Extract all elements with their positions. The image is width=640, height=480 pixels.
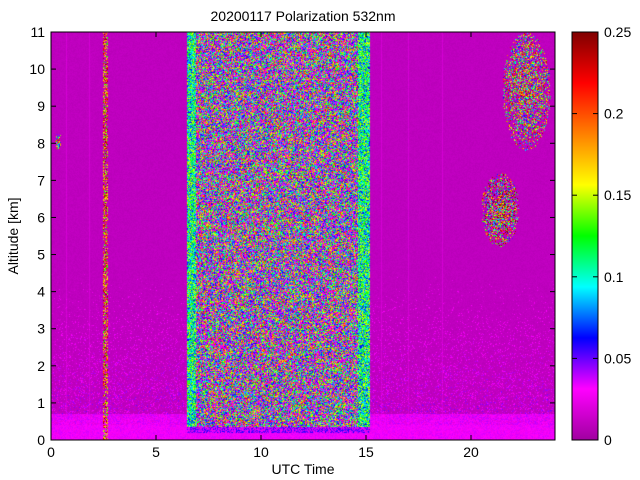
y-tick-label: 2	[37, 358, 45, 374]
y-tick-label: 0	[37, 432, 45, 448]
x-tick-label: 10	[253, 444, 269, 460]
y-axis-label: Altitude [km]	[5, 197, 21, 274]
y-tick-label: 7	[37, 172, 45, 188]
colorbar-gradient	[571, 31, 599, 441]
colorbar-tick-label: 0.1	[604, 269, 624, 285]
x-tick-label: 20	[463, 444, 479, 460]
colorbar-tick-label: 0.2	[604, 106, 624, 122]
heatmap-canvas-wrapper	[51, 32, 555, 440]
y-tick-label: 9	[37, 98, 45, 114]
colorbar-ticks: 0 0.05 0.1 0.15 0.2 0.25	[572, 24, 631, 448]
y-tick-label: 11	[30, 24, 45, 40]
colorbar-tick-label: 0.25	[604, 24, 631, 40]
x-tick-label: 0	[47, 444, 55, 460]
y-tick-label: 10	[29, 61, 45, 77]
colorbar: 0 0.05 0.1 0.15 0.2 0.25	[571, 24, 631, 448]
y-axis: 0 1 2 3 4 5 6 7 8 9 10 11	[29, 24, 555, 448]
y-tick-label: 4	[37, 284, 45, 300]
x-tick-label: 15	[358, 444, 374, 460]
colorbar-tick-label: 0.05	[604, 350, 631, 366]
heatmap-canvas	[51, 32, 555, 440]
y-tick-label: 6	[37, 209, 45, 225]
colorbar-tick-label: 0	[604, 432, 612, 448]
y-tick-label: 8	[37, 135, 45, 151]
y-tick-label: 1	[37, 395, 45, 411]
x-tick-label: 5	[152, 444, 160, 460]
chart-title: 20200117 Polarization 532nm	[211, 8, 396, 24]
y-tick-label: 5	[37, 247, 45, 263]
plot-area	[50, 31, 556, 441]
x-axis-label: UTC Time	[272, 461, 335, 477]
colorbar-tick-label: 0.15	[604, 187, 631, 203]
x-axis: 0 5 10 15 20	[47, 32, 479, 460]
plot-frame	[50, 31, 556, 441]
y-tick-label: 3	[37, 321, 45, 337]
